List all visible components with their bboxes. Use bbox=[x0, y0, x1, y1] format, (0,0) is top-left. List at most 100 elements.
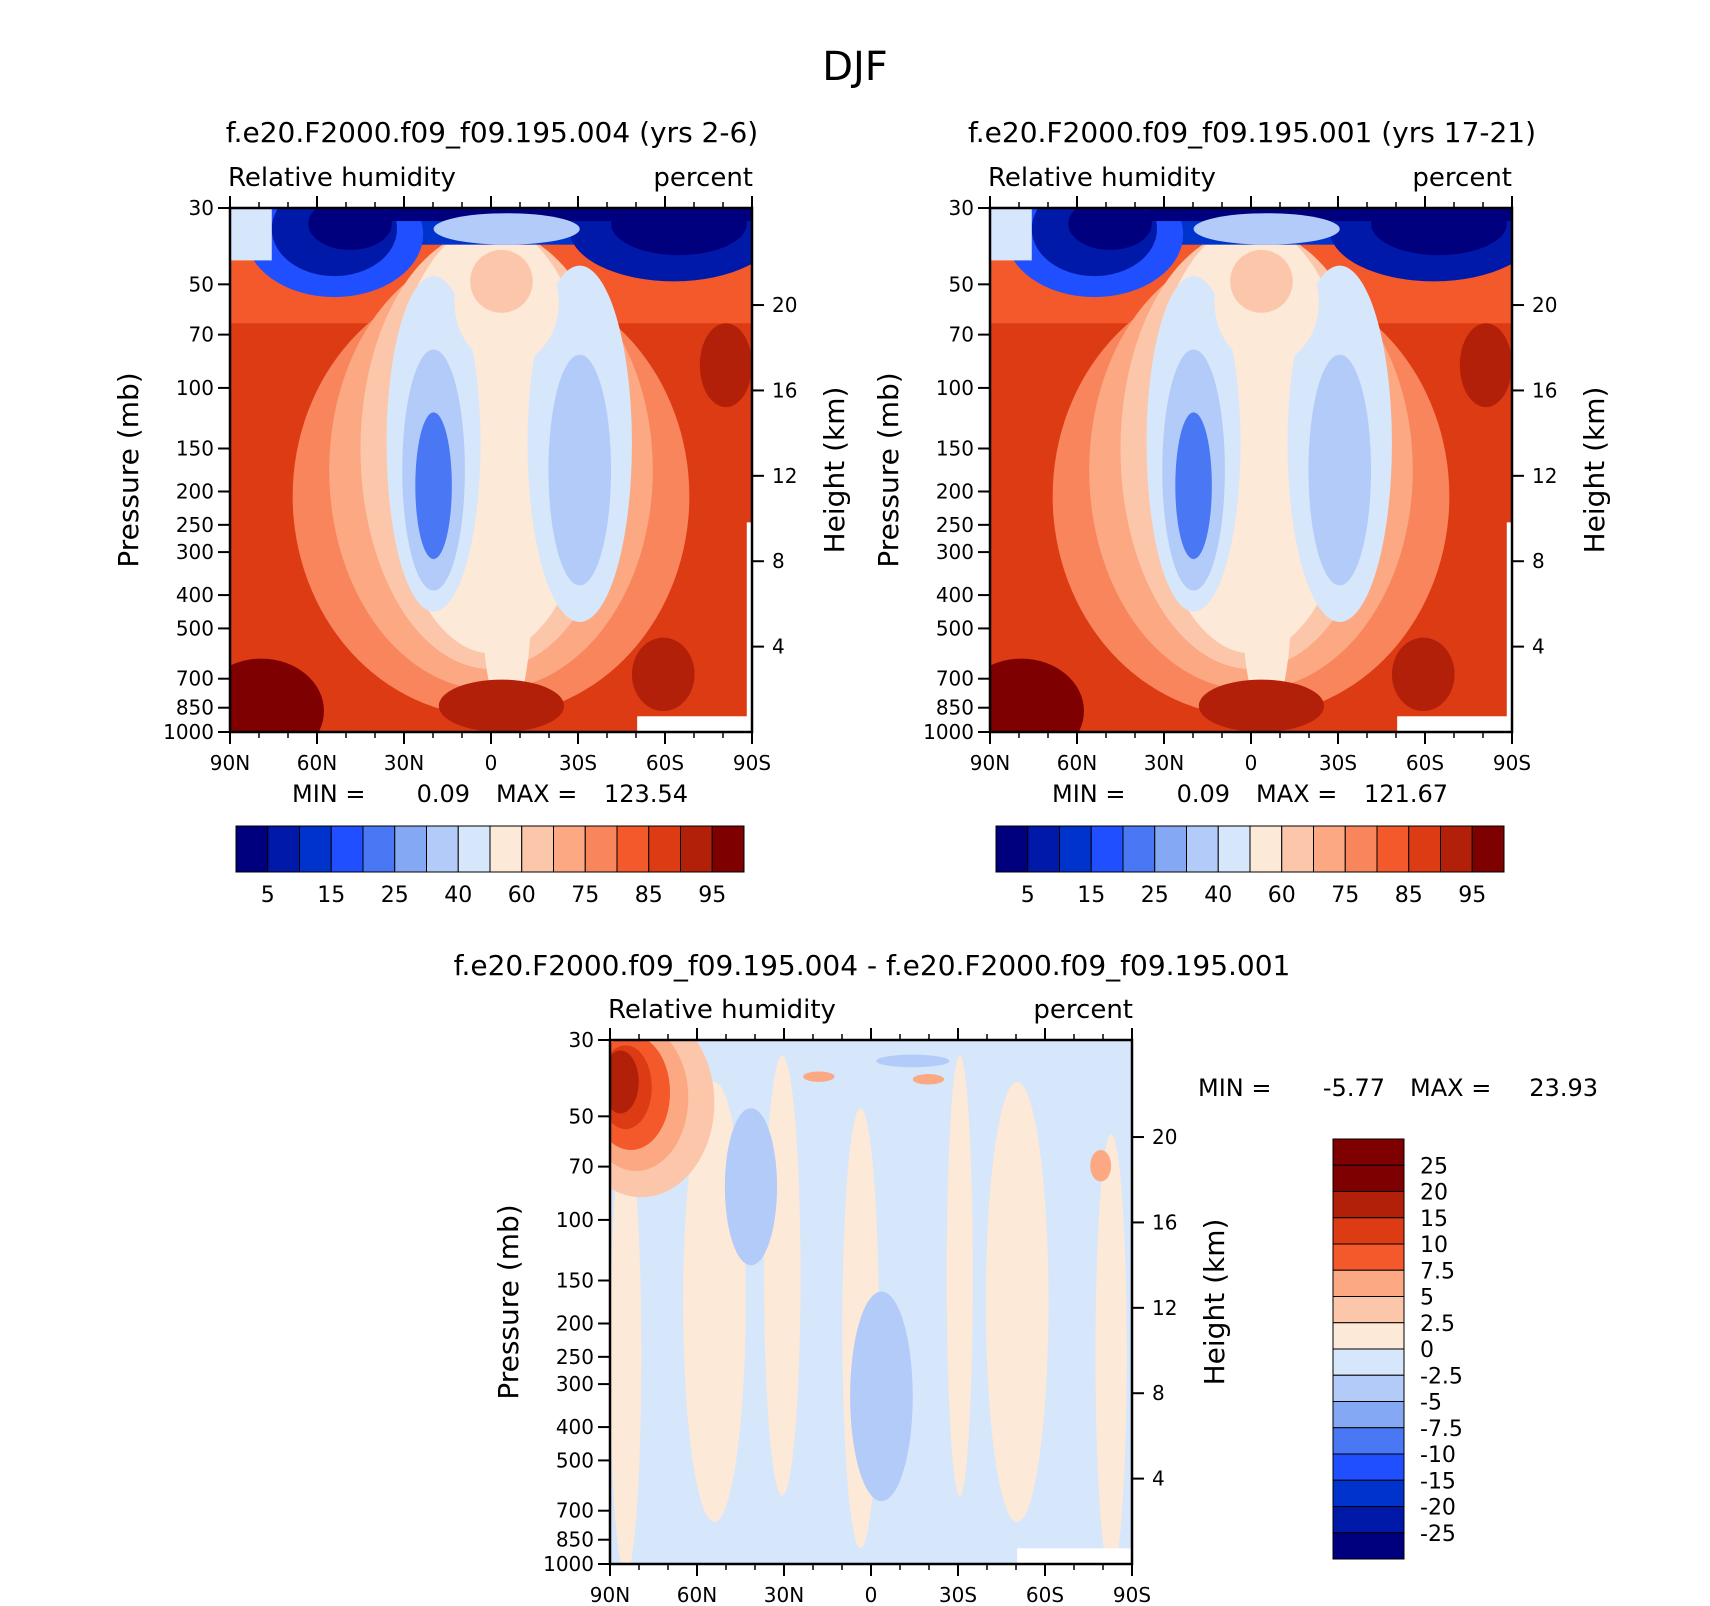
colorbar-box bbox=[680, 825, 713, 873]
y2-tick-label: 16 bbox=[1532, 378, 1557, 402]
variable-label: Relative humidity bbox=[228, 163, 456, 193]
min-label: MIN = bbox=[292, 780, 365, 808]
colorbar-box bbox=[1344, 825, 1378, 873]
y-tick-label: 50 bbox=[949, 272, 974, 296]
colorbar-box bbox=[1332, 1479, 1405, 1507]
y-axis-label: Pressure (mb) bbox=[112, 372, 145, 567]
y2-tick-label: 20 bbox=[1532, 293, 1557, 317]
min-label: MIN = bbox=[1198, 1074, 1271, 1102]
x-tick-label: 90S bbox=[733, 751, 771, 775]
field-trop bbox=[1230, 249, 1293, 313]
x-tick-label: 30S bbox=[559, 751, 597, 775]
y-tick-label: 200 bbox=[176, 479, 214, 503]
colorbar-box bbox=[711, 825, 745, 873]
max-label: MAX = bbox=[1256, 780, 1337, 808]
field-strat bbox=[611, 208, 747, 256]
colorbar-label: 15 bbox=[1077, 883, 1105, 908]
y2-tick-label: 8 bbox=[772, 549, 785, 573]
y-tick-label: 200 bbox=[936, 479, 974, 503]
y2-tick-label: 8 bbox=[1152, 1381, 1165, 1405]
colorbar-box bbox=[1332, 1322, 1405, 1350]
x-tick-label: 30N bbox=[1144, 751, 1184, 775]
colorbar-box bbox=[394, 825, 427, 873]
field-bl bbox=[631, 637, 695, 712]
y2-tick-label: 16 bbox=[1152, 1210, 1177, 1234]
x-tick-label: 30S bbox=[939, 1583, 977, 1606]
colorbar-box bbox=[1332, 1427, 1405, 1455]
field-trop bbox=[470, 249, 533, 313]
min-value: 0.09 bbox=[417, 780, 470, 808]
min-value: -5.77 bbox=[1323, 1074, 1385, 1102]
colorbar-box bbox=[1332, 1269, 1405, 1297]
y2-tick-label: 8 bbox=[1532, 549, 1545, 573]
panel-difference: f.e20.F2000.f09_f09.195.004 - f.e20.F200… bbox=[454, 949, 1598, 1606]
colorbar-box bbox=[616, 825, 650, 873]
field-band bbox=[946, 1055, 973, 1496]
y-tick-label: 250 bbox=[936, 513, 974, 537]
y-tick-label: 250 bbox=[176, 513, 214, 537]
max-value: 23.93 bbox=[1529, 1074, 1598, 1102]
colorbar-box bbox=[1332, 1243, 1405, 1271]
panel-left: f.e20.F2000.f09_f09.195.004 (yrs 2-6) Re… bbox=[112, 116, 851, 908]
field-bl bbox=[438, 679, 565, 732]
colorbar-label: -5 bbox=[1420, 1391, 1442, 1416]
field-bl bbox=[990, 658, 1084, 732]
y-tick-label: 100 bbox=[936, 376, 974, 400]
y-tick-label: 1000 bbox=[163, 720, 214, 744]
y-tick-label: 300 bbox=[176, 540, 214, 564]
colorbar-box bbox=[648, 825, 681, 873]
field-strat bbox=[433, 213, 580, 245]
y2-tick-label: 4 bbox=[1532, 635, 1545, 659]
colorbar-label: 40 bbox=[444, 883, 472, 908]
y-tick-label: 500 bbox=[556, 1448, 594, 1472]
x-tick-label: 60N bbox=[1057, 751, 1097, 775]
field-strat bbox=[1193, 213, 1340, 245]
variable-label: Relative humidity bbox=[988, 163, 1216, 193]
y-tick-label: 1000 bbox=[923, 720, 974, 744]
field-neg bbox=[850, 1291, 913, 1502]
colorbar-label: 25 bbox=[381, 883, 409, 908]
y-tick-label: 70 bbox=[569, 1155, 594, 1179]
field-dry-sh bbox=[1308, 354, 1372, 586]
field-missing bbox=[1397, 716, 1512, 732]
field-dry-nh bbox=[1175, 412, 1212, 560]
y-tick-label: 850 bbox=[936, 696, 974, 720]
panel-right: f.e20.F2000.f09_f09.195.001 (yrs 17-21) … bbox=[872, 116, 1611, 908]
colorbar-box bbox=[584, 825, 618, 873]
y-tick-label: 100 bbox=[556, 1208, 594, 1232]
field-strat bbox=[308, 208, 392, 250]
min-label: MIN = bbox=[1052, 780, 1125, 808]
x-tick-label: 30N bbox=[764, 1583, 804, 1606]
colorbar-box bbox=[1281, 825, 1314, 873]
panel-title: f.e20.F2000.f09_f09.195.004 - f.e20.F200… bbox=[454, 949, 1291, 982]
colorbar-box bbox=[1440, 825, 1473, 873]
colorbar: 5 15 25 40 60 75 85 95 bbox=[235, 825, 745, 908]
colorbar-box bbox=[1332, 1401, 1405, 1429]
y-tick-label: 50 bbox=[569, 1104, 594, 1128]
colorbar-label: 85 bbox=[1395, 883, 1423, 908]
x-tick-label: 60S bbox=[646, 751, 684, 775]
colorbar-box bbox=[1332, 1453, 1405, 1481]
y-tick-label: 1000 bbox=[543, 1552, 594, 1576]
colorbar-box bbox=[1332, 1348, 1405, 1376]
y-tick-label: 200 bbox=[556, 1311, 594, 1335]
field-strat bbox=[230, 208, 272, 261]
y-tick-label: 700 bbox=[176, 667, 214, 691]
colorbar-box bbox=[1186, 825, 1219, 873]
field-strat bbox=[1068, 208, 1152, 250]
field-missing bbox=[1506, 522, 1512, 732]
field-pos bbox=[912, 1074, 945, 1085]
field-neg bbox=[876, 1054, 950, 1068]
colorbar-label: 5 bbox=[261, 883, 275, 908]
y2-tick-label: 12 bbox=[772, 464, 797, 488]
colorbar-box bbox=[1332, 1191, 1405, 1219]
colorbar-label: 5 bbox=[1021, 883, 1035, 908]
y-tick-label: 150 bbox=[176, 437, 214, 461]
x-tick-label: 90S bbox=[1113, 1583, 1151, 1606]
y-tick-label: 30 bbox=[949, 196, 974, 220]
colorbar-label: -20 bbox=[1420, 1496, 1456, 1521]
colorbar-box bbox=[1122, 825, 1156, 873]
colorbar-box bbox=[362, 825, 396, 873]
colorbar-box bbox=[489, 825, 523, 873]
